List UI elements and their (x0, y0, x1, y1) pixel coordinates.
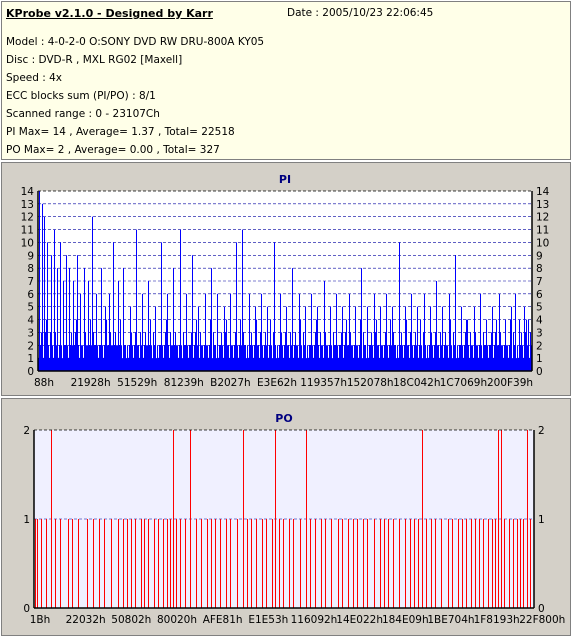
ecc-line: ECC blocks sum (PI/PO) : 8/1 (6, 90, 156, 102)
y-tick-label-right: 0 (538, 603, 545, 615)
x-tick-label: 184E09h (382, 614, 429, 626)
app-title: KProbe v2.1.0 - Designed by Karr (6, 7, 213, 20)
y-tick-label-left: 10 (21, 237, 34, 249)
y-tick-label-left: 13 (21, 199, 34, 211)
x-tick-label: 80020h (157, 614, 197, 626)
x-tick-label: 1BE704h (427, 614, 474, 626)
po-chart-panel: PO 0 0 1 1 2 2 1Bh 22032h 50802h 80020h AFE81h E1E53… (1, 398, 571, 636)
y-tick-label-right: 14 (536, 186, 550, 198)
x-tick-label: 88h (34, 377, 54, 389)
y-tick-label-left: 2 (23, 425, 30, 437)
y-tick-label-left: 0 (27, 366, 34, 378)
y-tick-label-right: 12 (536, 212, 549, 224)
y-tick-label-right: 2 (536, 340, 543, 352)
disc-line: Disc : DVD-R , MXL RG02 [Maxell] (6, 54, 183, 66)
x-tick-label: 152078h (347, 377, 394, 389)
x-tick-label: 81239h (164, 377, 204, 389)
po-stats-line: PO Max= 2 , Average= 0.00 , Total= 327 (6, 144, 220, 156)
pi-stats-line: PI Max= 14 , Average= 1.37 , Total= 2251… (6, 126, 235, 138)
y-tick-label-right: 9 (536, 250, 543, 262)
y-tick-label-right: 3 (536, 327, 543, 339)
y-tick-label-right: 11 (536, 225, 549, 237)
x-tick-label: 116092h (291, 614, 338, 626)
chart-title: PO (275, 412, 292, 425)
x-tick-label: 1F8193h (474, 614, 520, 626)
y-tick-label-right: 13 (536, 199, 549, 211)
x-tick-label: 22F800h (519, 614, 565, 626)
y-tick-label-left: 5 (27, 302, 34, 314)
y-tick-label-right: 4 (536, 315, 543, 327)
y-tick-label-left: 3 (27, 327, 34, 339)
x-tick-label: 1C7069h (440, 377, 487, 389)
x-tick-label: 22032h (66, 614, 106, 626)
x-tick-label: 119357h (300, 377, 347, 389)
x-tick-label: 1Bh (30, 614, 51, 626)
y-tick-label-right: 0 (536, 366, 543, 378)
y-tick-label-left: 14 (21, 186, 35, 198)
y-tick-label-left: 2 (27, 340, 34, 352)
speed-line: Speed : 4x (6, 72, 63, 84)
chart-title: PI (279, 173, 291, 186)
y-tick-label-right: 6 (536, 289, 543, 301)
model-line: Model : 4-0-2-0 O:SONY DVD RW DRU-800A K… (6, 36, 265, 48)
x-tick-label: E1E53h (248, 614, 288, 626)
x-tick-label: 18C042h (393, 377, 440, 389)
y-tick-label-left: 12 (21, 212, 34, 224)
y-tick-label-right: 5 (536, 302, 543, 314)
series-bars (35, 430, 531, 608)
y-tick-label-left: 7 (27, 276, 34, 288)
y-tick-label-right: 7 (536, 276, 543, 288)
x-tick-label: 14E022h (336, 614, 383, 626)
y-tick-label-left: 0 (23, 603, 30, 615)
y-tick-label-left: 8 (27, 263, 34, 275)
range-line: Scanned range : 0 - 23107Ch (6, 108, 160, 120)
x-tick-label: 50802h (111, 614, 151, 626)
po-chart: PO 0 0 1 1 2 2 1Bh 22032h 50802h 80020h AFE81h E1E53… (23, 412, 565, 626)
y-tick-label-right: 1 (538, 514, 545, 526)
series-bars (38, 191, 532, 371)
x-tick-label: AFE81h (203, 614, 243, 626)
pi-chart-panel: PI 0 0 1 1 2 2 3 3 4 4 5 5 6 6 7 7 8 8 9 9 10 10 11 11 12 12 13 13 14… (1, 162, 571, 396)
x-tick-label: 21928h (71, 377, 111, 389)
y-tick-label-left: 4 (27, 315, 34, 327)
y-tick-label-right: 10 (536, 237, 549, 249)
info-panel: KProbe v2.1.0 - Designed by Karr Date : … (1, 1, 571, 160)
y-tick-label-left: 1 (23, 514, 30, 526)
x-tick-label: 51529h (117, 377, 157, 389)
x-tick-label: 200F39h (487, 377, 533, 389)
x-tick-label: B2027h (210, 377, 251, 389)
x-tick-label: E3E62h (257, 377, 297, 389)
y-tick-label-left: 9 (27, 250, 34, 262)
y-tick-label-right: 2 (538, 425, 545, 437)
scan-date: Date : 2005/10/23 22:06:45 (287, 7, 434, 19)
y-tick-label-left: 11 (21, 225, 34, 237)
y-tick-label-right: 8 (536, 263, 543, 275)
y-tick-label-left: 1 (27, 353, 34, 365)
y-tick-label-left: 6 (27, 289, 34, 301)
y-tick-label-right: 1 (536, 353, 543, 365)
